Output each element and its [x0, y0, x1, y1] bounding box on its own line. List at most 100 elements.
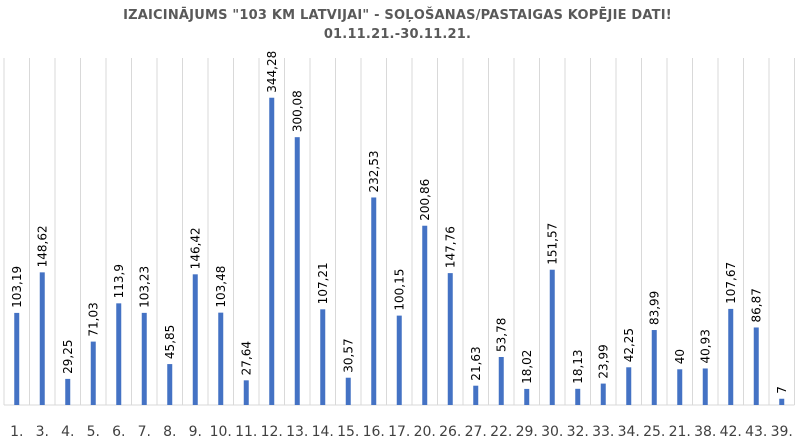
bar-value-label: 29,25: [61, 340, 75, 374]
bar-value-label: 53,78: [494, 318, 508, 352]
bar: [39, 272, 45, 405]
bar-value-label: 103,48: [214, 266, 228, 308]
x-tick-label: 29.: [516, 424, 538, 440]
x-tick-label: 7.: [138, 424, 151, 440]
bar-value-label: 83,99: [647, 291, 661, 325]
x-tick-label: 21.: [669, 424, 691, 440]
bar: [90, 341, 96, 405]
gridlines: [3, 58, 795, 406]
bar-value-label: 344,28: [265, 51, 279, 93]
x-tick-label: 38.: [694, 424, 716, 440]
bar: [192, 274, 198, 405]
x-tick-label: 15.: [337, 424, 359, 440]
x-tick-label: 14.: [312, 424, 334, 440]
bar: [728, 308, 734, 405]
bar: [141, 312, 147, 405]
bar-value-label: 18,13: [571, 349, 585, 383]
x-tick-label: 1.: [10, 424, 23, 440]
bar: [371, 197, 377, 405]
bar-value-label: 107,67: [724, 262, 738, 304]
bar: [396, 315, 402, 405]
bar-value-label: 148,62: [35, 225, 49, 267]
x-tick-label: 42.: [720, 424, 742, 440]
bar-value-label: 103,19: [10, 266, 24, 308]
bar: [116, 303, 122, 405]
bar-value-label: 200,86: [418, 179, 432, 221]
bar: [345, 377, 351, 405]
bar: [524, 388, 530, 405]
bar-value-label: 21,63: [469, 346, 483, 380]
x-tick-label: 17.: [388, 424, 410, 440]
chart-title: IZAICINĀJUMS "103 KM LATVIJAI" - SOĻOŠAN…: [123, 8, 672, 23]
bar: [294, 137, 300, 406]
chart-subtitle: 01.11.21.-30.11.21.: [323, 27, 472, 42]
x-tick-label: 32.: [567, 424, 589, 440]
x-tick-label: 34.: [618, 424, 640, 440]
x-tick-label: 6.: [112, 424, 125, 440]
bar: [65, 378, 71, 405]
bar: [218, 312, 224, 405]
bar: [753, 327, 759, 405]
x-tick-label: 11.: [235, 424, 257, 440]
bar-value-label: 45,85: [163, 325, 177, 359]
bar: [651, 330, 657, 405]
bar-value-label: 100,15: [392, 269, 406, 311]
bar-value-label: 27,64: [239, 341, 253, 375]
bar-value-label: 86,87: [749, 288, 763, 322]
x-tick-label: 27.: [465, 424, 487, 440]
bar-value-label: 300,08: [290, 90, 304, 132]
bar-value-label: 71,03: [86, 302, 100, 336]
x-tick-label: 43.: [745, 424, 767, 440]
x-tick-label: 39.: [771, 424, 793, 440]
bar: [702, 368, 708, 405]
bar: [575, 388, 581, 405]
bar: [600, 383, 606, 405]
x-tick-label: 30.: [541, 424, 563, 440]
bar-value-label: 40,93: [698, 329, 712, 363]
bar-value-label: 232,53: [367, 150, 381, 192]
x-tick-label: 12.: [261, 424, 283, 440]
bar: [626, 367, 632, 405]
x-tick-label: 33.: [592, 424, 614, 440]
bar-value-label: 40: [673, 349, 687, 364]
bar: [320, 309, 326, 405]
bar: [14, 312, 20, 405]
bar: [498, 357, 504, 405]
bar: [243, 380, 249, 405]
x-tick-label: 25.: [643, 424, 665, 440]
bar-value-label: 146,42: [188, 227, 202, 269]
x-tick-label: 26.: [439, 424, 461, 440]
bar-value-label: 18,02: [520, 350, 534, 384]
bar: [447, 273, 453, 405]
bar-value-label: 7: [775, 386, 789, 394]
bar-value-label: 23,99: [596, 344, 610, 378]
bar: [269, 97, 275, 405]
bar: [549, 269, 555, 405]
bar-value-label: 103,23: [137, 266, 151, 308]
bar-value-label: 30,57: [341, 338, 355, 372]
x-tick-label: 5.: [87, 424, 100, 440]
bar: [677, 369, 683, 405]
bar-value-label: 113,9: [112, 264, 126, 298]
bar: [473, 385, 479, 405]
bar: [779, 398, 785, 405]
x-tick-label: 16.: [363, 424, 385, 440]
x-tick-label: 22.: [490, 424, 512, 440]
x-tick-label: 4.: [61, 424, 74, 440]
bar-value-label: 147,76: [443, 226, 457, 268]
bar-value-label: 107,21: [316, 262, 330, 304]
x-tick-label: 9.: [189, 424, 202, 440]
x-tick-labels: 1. 3. 4. 5. 6. 7. 8. 9. 10. 11. 12. 13. 14. 15. 16. 17.…: [10, 424, 793, 440]
bar: [167, 364, 173, 405]
x-tick-label: 13.: [286, 424, 308, 440]
bar: [422, 225, 428, 405]
value-labels: 103,19 148,62 29,25 71,03 113,9 103,23 45,85 14…: [10, 51, 789, 394]
x-tick-label: 20.: [414, 424, 436, 440]
x-tick-label: 3.: [36, 424, 49, 440]
bars: [14, 97, 785, 406]
x-tick-label: 10.: [210, 424, 232, 440]
bar-value-label: 42,25: [622, 328, 636, 362]
x-tick-label: 8.: [163, 424, 176, 440]
bar-value-label: 151,57: [545, 223, 559, 265]
